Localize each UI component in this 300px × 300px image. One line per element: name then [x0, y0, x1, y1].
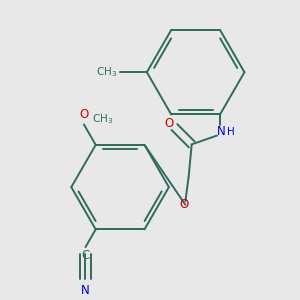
Text: O: O	[179, 198, 188, 211]
Text: N: N	[217, 125, 226, 138]
Text: O: O	[79, 108, 88, 121]
Text: O: O	[164, 117, 173, 130]
Text: CH$_3$: CH$_3$	[96, 65, 117, 79]
Text: CH$_3$: CH$_3$	[92, 112, 113, 126]
Text: H: H	[227, 127, 235, 137]
Text: N: N	[81, 284, 90, 297]
Text: C: C	[81, 249, 90, 262]
